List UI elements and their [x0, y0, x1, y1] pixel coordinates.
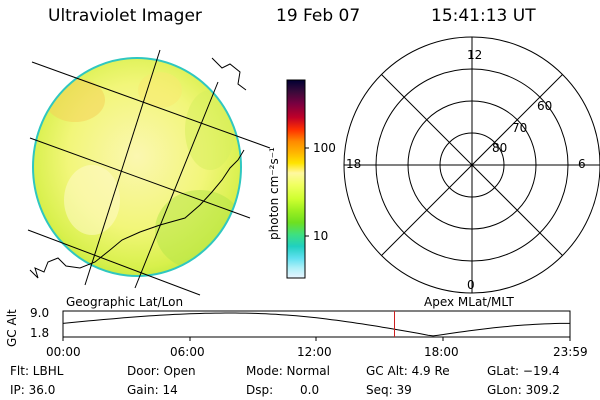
door-status: Door: Open [127, 364, 196, 378]
uvi-earth-image [32, 57, 242, 277]
altitude-xtick-2: 12:00 [297, 345, 332, 359]
date-label: 19 Feb 07 [276, 6, 361, 26]
colorbar-tick-10: 10 [313, 229, 329, 243]
altitude-plot [62, 310, 571, 341]
altitude-ylabel: GC Alt [5, 309, 19, 347]
filter-status: Flt: LBHL [10, 364, 64, 378]
gain-status: Gain: 14 [127, 383, 178, 397]
geographic-grid [27, 49, 271, 296]
colorbar-tick-100: 100 [313, 141, 336, 155]
dsp-label: Dsp: [246, 383, 274, 397]
mlt-label-0: 0 [467, 278, 475, 292]
mlt-label-12: 12 [467, 48, 483, 62]
mode-status: Mode: Normal [246, 364, 330, 378]
mlt-label-18: 18 [346, 157, 362, 171]
altitude-xtick-3: 18:00 [424, 345, 459, 359]
altitude-xtick-0: 00:00 [46, 345, 81, 359]
altitude-ytick-max: 9.0 [30, 306, 50, 320]
gc-alt-status: GC Alt: 4.9 Re [366, 364, 450, 378]
time-label: 15:41:13 UT [431, 6, 536, 26]
glat-status: GLat: −19.4 [487, 364, 560, 378]
glon-status: GLon: 309.2 [487, 383, 560, 397]
ip-status: IP: 36.0 [10, 383, 56, 397]
colorbar-unit-label: photon cm⁻²s⁻¹ [267, 147, 281, 240]
sequence-status: Seq: 39 [366, 383, 412, 397]
geographic-caption: Geographic Lat/Lon [66, 295, 184, 309]
lat-label-70: 70 [512, 121, 528, 135]
altitude-xtick-1: 06:00 [170, 345, 205, 359]
coastline [29, 57, 247, 279]
app-title: Ultraviolet Imager [48, 6, 202, 26]
colorbar [286, 79, 309, 279]
dsp-value: 0.0 [300, 383, 320, 397]
altitude-xtick-4: 23:59 [553, 345, 588, 359]
mlt-label-6: 6 [578, 157, 586, 171]
lat-label-80: 80 [492, 141, 508, 155]
altitude-ytick-min: 1.8 [30, 326, 50, 340]
apex-polar-plot [343, 36, 600, 294]
lat-label-60: 60 [537, 99, 553, 113]
apex-caption: Apex MLat/MLT [424, 295, 514, 309]
